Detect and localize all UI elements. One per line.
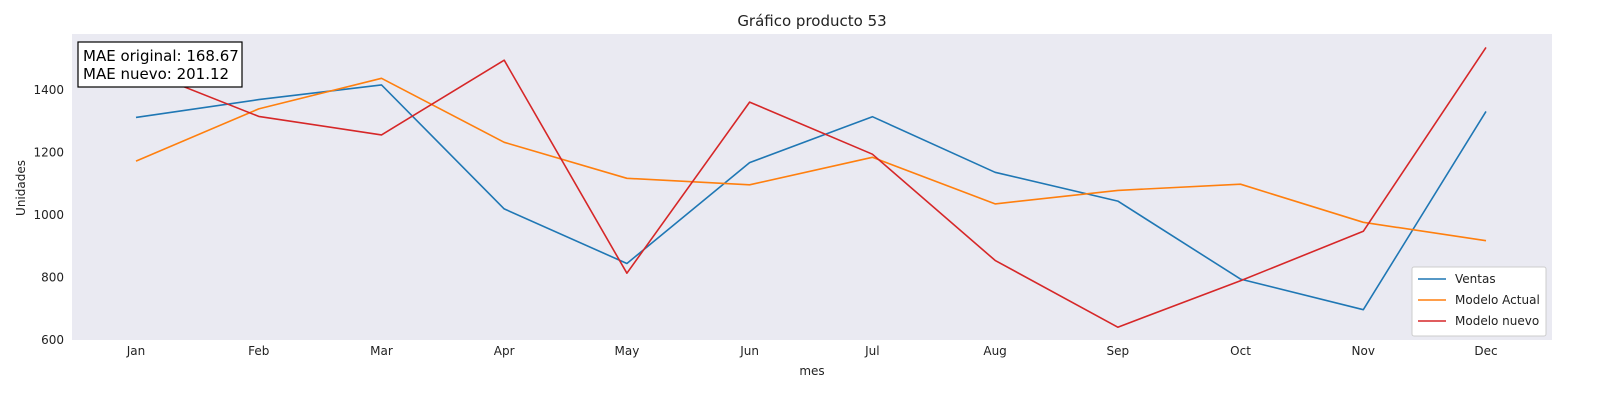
x-tick-label: Oct (1230, 344, 1251, 358)
y-tick-label: 600 (41, 333, 64, 347)
x-tick-label: Jun (739, 344, 759, 358)
x-tick-label: Aug (983, 344, 1006, 358)
x-tick-label: Jul (864, 344, 879, 358)
x-tick-label: Sep (1107, 344, 1130, 358)
x-axis: Jan Feb Mar Apr May Jun Jul Aug Sep Oct Nov Dec (126, 344, 1498, 358)
series-lines (135, 46, 1487, 328)
chart-title: Gráfico producto 53 (737, 12, 886, 30)
annotation-mae-original: MAE original: 168.67 (83, 47, 239, 65)
mae-annotation: MAE original: 168.67 MAE nuevo: 201.12 (77, 41, 243, 88)
x-tick-label: Nov (1352, 344, 1375, 358)
legend-label: Modelo Actual (1455, 293, 1540, 307)
annotation-box (77, 41, 243, 88)
series-line-2 (135, 46, 1487, 328)
plot-area (72, 34, 1552, 340)
y-axis: 600 800 1000 1200 1400 (33, 83, 64, 347)
series-line-1 (135, 77, 1487, 242)
legend: Ventas Modelo Actual Modelo nuevo (1411, 266, 1547, 337)
y-axis-label: Unidades (14, 160, 28, 216)
legend-label: Modelo nuevo (1455, 314, 1539, 328)
legend-box (1411, 266, 1547, 337)
x-tick-label: Apr (494, 344, 515, 358)
x-tick-label: Dec (1474, 344, 1497, 358)
annotation-mae-nuevo: MAE nuevo: 201.12 (83, 65, 229, 83)
y-tick-label: 800 (41, 271, 64, 285)
x-tick-label: Feb (248, 344, 269, 358)
legend-label: Ventas (1455, 272, 1496, 286)
y-tick-label: 1400 (33, 83, 64, 97)
x-axis-label: mes (799, 364, 824, 378)
series-line-0 (135, 84, 1487, 311)
y-tick-label: 1000 (33, 208, 64, 222)
y-tick-label: 1200 (33, 146, 64, 160)
x-tick-label: Jan (126, 344, 146, 358)
x-tick-label: Mar (370, 344, 393, 358)
x-tick-label: May (615, 344, 640, 358)
